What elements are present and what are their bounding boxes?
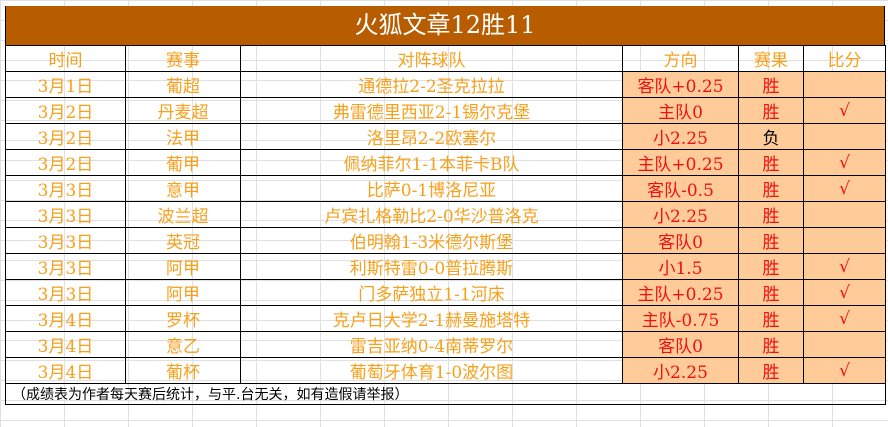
date-cell[interactable]: 3月3日 xyxy=(5,253,126,280)
pick-cell[interactable]: 主队0 xyxy=(622,97,739,124)
result-cell[interactable]: 胜 xyxy=(738,175,804,202)
header-row: 时间 赛事 对阵球队 方向 赛果 比分 xyxy=(5,45,886,72)
pick-cell[interactable]: 主队+0.25 xyxy=(622,279,739,306)
date-cell[interactable]: 3月3日 xyxy=(5,201,126,228)
league-cell[interactable]: 葡超 xyxy=(125,71,241,98)
league-cell[interactable]: 阿甲 xyxy=(125,279,241,306)
footer-note[interactable]: （成绩表为作者每天赛后统计，与平.台无关，如有造假请举报） xyxy=(5,383,886,405)
result-cell[interactable]: 胜 xyxy=(738,253,804,280)
result-cell[interactable]: 胜 xyxy=(738,97,804,124)
match-cell[interactable]: 通德拉2-2圣克拉拉 xyxy=(240,71,623,98)
table-row: 3月3日 英冠 伯明翰1-3米德尔斯堡 客队0 胜 xyxy=(5,227,886,254)
result-cell[interactable]: 胜 xyxy=(738,279,804,306)
pick-cell[interactable]: 小2.25 xyxy=(622,357,739,384)
pick-cell[interactable]: 小2.25 xyxy=(622,123,739,150)
pick-cell[interactable]: 主队+0.25 xyxy=(622,149,739,176)
result-cell[interactable]: 胜 xyxy=(738,305,804,332)
score-cell[interactable]: √ xyxy=(803,175,886,202)
score-cell[interactable]: √ xyxy=(803,97,886,124)
match-cell[interactable]: 比萨0-1博洛尼亚 xyxy=(240,175,623,202)
date-cell[interactable]: 3月4日 xyxy=(5,305,126,332)
league-cell[interactable]: 葡甲 xyxy=(125,149,241,176)
pick-cell[interactable]: 客队0 xyxy=(622,227,739,254)
score-cell[interactable]: √ xyxy=(803,279,886,306)
league-cell[interactable]: 英冠 xyxy=(125,227,241,254)
header-match[interactable]: 对阵球队 xyxy=(240,45,623,72)
score-cell[interactable]: √ xyxy=(803,305,886,332)
date-cell[interactable]: 3月2日 xyxy=(5,97,126,124)
score-cell[interactable]: √ xyxy=(803,253,886,280)
league-cell[interactable]: 波兰超 xyxy=(125,201,241,228)
match-cell[interactable]: 卢宾扎格勒比2-0华沙普洛克 xyxy=(240,201,623,228)
result-cell[interactable]: 胜 xyxy=(738,331,804,358)
league-cell[interactable]: 葡杯 xyxy=(125,357,241,384)
results-table: 火狐文章12胜11 时间 赛事 对阵球队 方向 赛果 比分 3月1日 葡超 通德拉2… xyxy=(5,6,886,405)
result-cell[interactable]: 胜 xyxy=(738,71,804,98)
date-cell[interactable]: 3月4日 xyxy=(5,331,126,358)
match-cell[interactable]: 利斯特雷0-0普拉腾斯 xyxy=(240,253,623,280)
table-row: 3月2日 丹麦超 弗雷德里西亚2-1锡尔克堡 主队0 胜 √ xyxy=(5,97,886,124)
header-result[interactable]: 赛果 xyxy=(738,45,804,72)
score-cell[interactable] xyxy=(803,71,886,98)
pick-cell[interactable]: 客队0 xyxy=(622,331,739,358)
result-cell[interactable]: 胜 xyxy=(738,149,804,176)
league-cell[interactable]: 阿甲 xyxy=(125,253,241,280)
date-cell[interactable]: 3月3日 xyxy=(5,227,126,254)
result-cell[interactable]: 负 xyxy=(738,123,804,150)
league-cell[interactable]: 意乙 xyxy=(125,331,241,358)
header-score[interactable]: 比分 xyxy=(803,45,886,72)
pick-cell[interactable]: 小2.25 xyxy=(622,201,739,228)
date-cell[interactable]: 3月2日 xyxy=(5,123,126,150)
match-cell[interactable]: 佩纳菲尔1-1本菲卡B队 xyxy=(240,149,623,176)
table-row: 3月3日 阿甲 利斯特雷0-0普拉腾斯 小1.5 胜 √ xyxy=(5,253,886,280)
table-row: 3月2日 法甲 洛里昂2-2欧塞尔 小2.25 负 xyxy=(5,123,886,150)
league-cell[interactable]: 丹麦超 xyxy=(125,97,241,124)
table-row: 3月3日 阿甲 门多萨独立1-1河床 主队+0.25 胜 √ xyxy=(5,279,886,306)
league-cell[interactable]: 法甲 xyxy=(125,123,241,150)
match-cell[interactable]: 克卢日大学2-1赫曼施塔特 xyxy=(240,305,623,332)
league-cell[interactable]: 意甲 xyxy=(125,175,241,202)
league-cell[interactable]: 罗杯 xyxy=(125,305,241,332)
match-cell[interactable]: 葡萄牙体育1-0波尔图 xyxy=(240,357,623,384)
match-cell[interactable]: 伯明翰1-3米德尔斯堡 xyxy=(240,227,623,254)
score-cell[interactable] xyxy=(803,201,886,228)
pick-cell[interactable]: 客队+0.25 xyxy=(622,71,739,98)
match-cell[interactable]: 洛里昂2-2欧塞尔 xyxy=(240,123,623,150)
table-row: 3月3日 波兰超 卢宾扎格勒比2-0华沙普洛克 小2.25 胜 xyxy=(5,201,886,228)
date-cell[interactable]: 3月1日 xyxy=(5,71,126,98)
pick-cell[interactable]: 小1.5 xyxy=(622,253,739,280)
match-cell[interactable]: 弗雷德里西亚2-1锡尔克堡 xyxy=(240,97,623,124)
header-league[interactable]: 赛事 xyxy=(125,45,241,72)
table-row: 3月4日 意乙 雷吉亚纳0-4南蒂罗尔 客队0 胜 xyxy=(5,331,886,358)
date-cell[interactable]: 3月3日 xyxy=(5,279,126,306)
table-row: 3月3日 意甲 比萨0-1博洛尼亚 客队-0.5 胜 √ xyxy=(5,175,886,202)
date-cell[interactable]: 3月2日 xyxy=(5,149,126,176)
table-title: 火狐文章12胜11 xyxy=(5,6,885,45)
header-pick[interactable]: 方向 xyxy=(622,45,739,72)
score-cell[interactable]: √ xyxy=(803,357,886,384)
header-date[interactable]: 时间 xyxy=(5,45,126,72)
score-cell[interactable]: √ xyxy=(803,149,886,176)
date-cell[interactable]: 3月3日 xyxy=(5,175,126,202)
date-cell[interactable]: 3月4日 xyxy=(5,357,126,384)
table-row: 3月4日 葡杯 葡萄牙体育1-0波尔图 小2.25 胜 √ xyxy=(5,357,886,384)
match-cell[interactable]: 门多萨独立1-1河床 xyxy=(240,279,623,306)
result-cell[interactable]: 胜 xyxy=(738,201,804,228)
table-row: 3月4日 罗杯 克卢日大学2-1赫曼施塔特 主队-0.75 胜 √ xyxy=(5,305,886,332)
match-cell[interactable]: 雷吉亚纳0-4南蒂罗尔 xyxy=(240,331,623,358)
table-row: 3月2日 葡甲 佩纳菲尔1-1本菲卡B队 主队+0.25 胜 √ xyxy=(5,149,886,176)
table-row: 3月1日 葡超 通德拉2-2圣克拉拉 客队+0.25 胜 xyxy=(5,71,886,98)
score-cell[interactable] xyxy=(803,227,886,254)
score-cell[interactable] xyxy=(803,123,886,150)
score-cell[interactable] xyxy=(803,331,886,358)
result-cell[interactable]: 胜 xyxy=(738,357,804,384)
result-cell[interactable]: 胜 xyxy=(738,227,804,254)
pick-cell[interactable]: 主队-0.75 xyxy=(622,305,739,332)
pick-cell[interactable]: 客队-0.5 xyxy=(622,175,739,202)
